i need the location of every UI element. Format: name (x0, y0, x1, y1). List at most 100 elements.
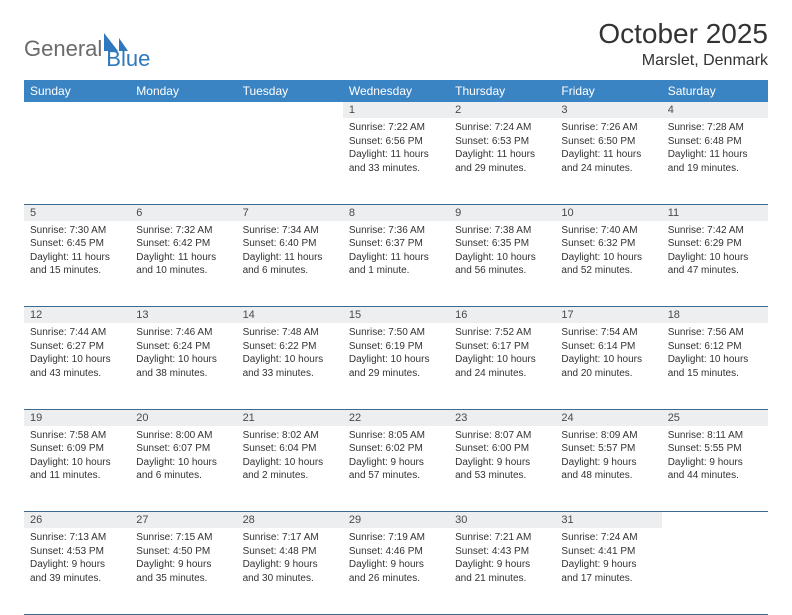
day-number: 20 (130, 409, 236, 426)
day-number: 18 (662, 307, 768, 324)
day1-text: Daylight: 10 hours (349, 353, 443, 367)
day-cell-inner: Sunrise: 7:34 AMSunset: 6:40 PMDaylight:… (237, 221, 343, 282)
sunrise-text: Sunrise: 8:05 AM (349, 429, 443, 443)
day-cell: Sunrise: 7:50 AMSunset: 6:19 PMDaylight:… (343, 323, 449, 409)
day1-text: Daylight: 10 hours (30, 456, 124, 470)
sunset-text: Sunset: 6:37 PM (349, 237, 443, 251)
sunset-text: Sunset: 6:02 PM (349, 442, 443, 456)
day-cell (662, 528, 768, 614)
day-number: 12 (24, 307, 130, 324)
sunrise-text: Sunrise: 7:24 AM (455, 121, 549, 135)
day1-text: Daylight: 10 hours (455, 353, 549, 367)
day-cell: Sunrise: 7:44 AMSunset: 6:27 PMDaylight:… (24, 323, 130, 409)
sunrise-text: Sunrise: 7:30 AM (30, 224, 124, 238)
day1-text: Daylight: 9 hours (455, 558, 549, 572)
day1-text: Daylight: 11 hours (668, 148, 762, 162)
day1-text: Daylight: 9 hours (668, 456, 762, 470)
day1-text: Daylight: 10 hours (668, 353, 762, 367)
day-cell: Sunrise: 7:40 AMSunset: 6:32 PMDaylight:… (555, 221, 661, 307)
sunrise-text: Sunrise: 7:19 AM (349, 531, 443, 545)
day-number: 30 (449, 512, 555, 529)
sunset-text: Sunset: 4:48 PM (243, 545, 337, 559)
sunset-text: Sunset: 6:53 PM (455, 135, 549, 149)
day-cell-inner: Sunrise: 7:56 AMSunset: 6:12 PMDaylight:… (662, 323, 768, 384)
sunrise-text: Sunrise: 7:22 AM (349, 121, 443, 135)
sunrise-text: Sunrise: 7:44 AM (30, 326, 124, 340)
sunset-text: Sunset: 6:50 PM (561, 135, 655, 149)
week-row: Sunrise: 7:13 AMSunset: 4:53 PMDaylight:… (24, 528, 768, 614)
day2-text: and 29 minutes. (455, 162, 549, 176)
day-cell: Sunrise: 8:05 AMSunset: 6:02 PMDaylight:… (343, 426, 449, 512)
sunrise-text: Sunrise: 7:13 AM (30, 531, 124, 545)
day-number: 17 (555, 307, 661, 324)
day1-text: Daylight: 9 hours (30, 558, 124, 572)
daynum-row: 19202122232425 (24, 409, 768, 426)
day-number: 1 (343, 102, 449, 118)
day-cell: Sunrise: 8:07 AMSunset: 6:00 PMDaylight:… (449, 426, 555, 512)
sunset-text: Sunset: 6:22 PM (243, 340, 337, 354)
sunset-text: Sunset: 6:32 PM (561, 237, 655, 251)
sunrise-text: Sunrise: 7:15 AM (136, 531, 230, 545)
day-cell: Sunrise: 7:17 AMSunset: 4:48 PMDaylight:… (237, 528, 343, 614)
day2-text: and 29 minutes. (349, 367, 443, 381)
day-cell (24, 118, 130, 204)
sunrise-text: Sunrise: 7:28 AM (668, 121, 762, 135)
sunset-text: Sunset: 6:29 PM (668, 237, 762, 251)
day-cell: Sunrise: 7:38 AMSunset: 6:35 PMDaylight:… (449, 221, 555, 307)
day-cell: Sunrise: 7:36 AMSunset: 6:37 PMDaylight:… (343, 221, 449, 307)
sunset-text: Sunset: 6:27 PM (30, 340, 124, 354)
day2-text: and 48 minutes. (561, 469, 655, 483)
day-cell: Sunrise: 7:19 AMSunset: 4:46 PMDaylight:… (343, 528, 449, 614)
day1-text: Daylight: 10 hours (561, 353, 655, 367)
day-cell: Sunrise: 7:56 AMSunset: 6:12 PMDaylight:… (662, 323, 768, 409)
day-cell-inner: Sunrise: 7:42 AMSunset: 6:29 PMDaylight:… (662, 221, 768, 282)
sunrise-text: Sunrise: 8:00 AM (136, 429, 230, 443)
calendar-page: General Blue October 2025 Marslet, Denma… (0, 0, 792, 615)
day1-text: Daylight: 9 hours (349, 456, 443, 470)
weekday-header: Saturday (662, 80, 768, 102)
day-number: 26 (24, 512, 130, 529)
sunset-text: Sunset: 6:56 PM (349, 135, 443, 149)
day-number: 25 (662, 409, 768, 426)
day-cell: Sunrise: 7:13 AMSunset: 4:53 PMDaylight:… (24, 528, 130, 614)
sunset-text: Sunset: 6:42 PM (136, 237, 230, 251)
day-cell: Sunrise: 7:30 AMSunset: 6:45 PMDaylight:… (24, 221, 130, 307)
day-cell-inner: Sunrise: 7:24 AMSunset: 6:53 PMDaylight:… (449, 118, 555, 179)
day-cell-inner: Sunrise: 7:30 AMSunset: 6:45 PMDaylight:… (24, 221, 130, 282)
day-cell: Sunrise: 8:02 AMSunset: 6:04 PMDaylight:… (237, 426, 343, 512)
sunrise-text: Sunrise: 7:58 AM (30, 429, 124, 443)
sunset-text: Sunset: 4:41 PM (561, 545, 655, 559)
sunrise-text: Sunrise: 7:32 AM (136, 224, 230, 238)
day-cell: Sunrise: 7:32 AMSunset: 6:42 PMDaylight:… (130, 221, 236, 307)
day2-text: and 1 minute. (349, 264, 443, 278)
day-cell: Sunrise: 7:52 AMSunset: 6:17 PMDaylight:… (449, 323, 555, 409)
daynum-row: 12131415161718 (24, 307, 768, 324)
day-cell-inner: Sunrise: 8:09 AMSunset: 5:57 PMDaylight:… (555, 426, 661, 487)
sunset-text: Sunset: 6:14 PM (561, 340, 655, 354)
weekday-header: Friday (555, 80, 661, 102)
day2-text: and 35 minutes. (136, 572, 230, 586)
day-number: 13 (130, 307, 236, 324)
day2-text: and 10 minutes. (136, 264, 230, 278)
sunrise-text: Sunrise: 7:34 AM (243, 224, 337, 238)
day-cell: Sunrise: 7:21 AMSunset: 4:43 PMDaylight:… (449, 528, 555, 614)
day-cell-inner: Sunrise: 7:24 AMSunset: 4:41 PMDaylight:… (555, 528, 661, 589)
day1-text: Daylight: 9 hours (455, 456, 549, 470)
day2-text: and 52 minutes. (561, 264, 655, 278)
sunrise-text: Sunrise: 7:17 AM (243, 531, 337, 545)
sunrise-text: Sunrise: 7:52 AM (455, 326, 549, 340)
day1-text: Daylight: 9 hours (243, 558, 337, 572)
weekday-header: Tuesday (237, 80, 343, 102)
day1-text: Daylight: 10 hours (136, 353, 230, 367)
day2-text: and 33 minutes. (349, 162, 443, 176)
day-cell-inner: Sunrise: 7:13 AMSunset: 4:53 PMDaylight:… (24, 528, 130, 589)
day-cell-inner: Sunrise: 8:02 AMSunset: 6:04 PMDaylight:… (237, 426, 343, 487)
sunset-text: Sunset: 6:19 PM (349, 340, 443, 354)
day2-text: and 30 minutes. (243, 572, 337, 586)
day1-text: Daylight: 11 hours (455, 148, 549, 162)
day2-text: and 56 minutes. (455, 264, 549, 278)
day2-text: and 6 minutes. (136, 469, 230, 483)
daynum-row: 567891011 (24, 204, 768, 221)
day-cell-inner: Sunrise: 7:19 AMSunset: 4:46 PMDaylight:… (343, 528, 449, 589)
day1-text: Daylight: 10 hours (30, 353, 124, 367)
